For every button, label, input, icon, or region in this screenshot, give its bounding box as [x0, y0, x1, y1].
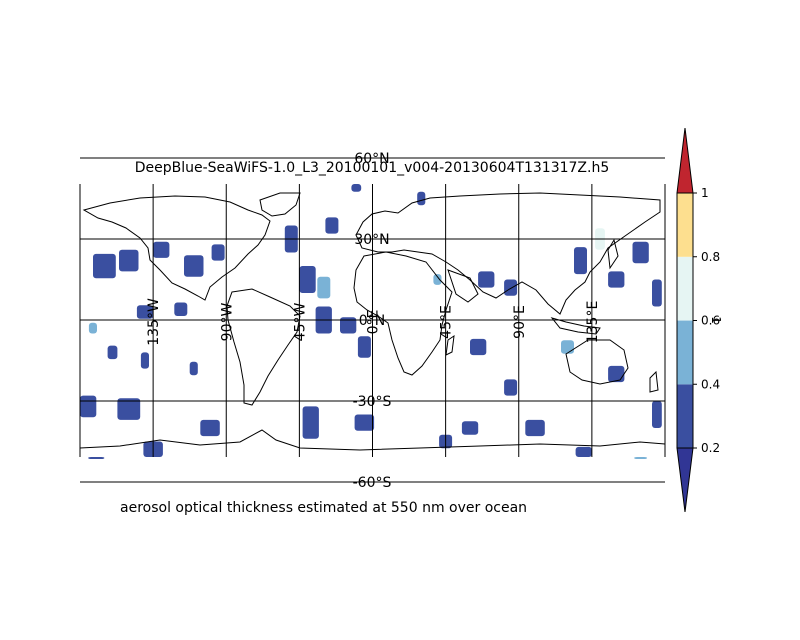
parallel-label: 0°N [359, 313, 385, 329]
aod-patch-26 [351, 184, 362, 192]
coast-antarctica [79, 429, 666, 451]
aod-patch-4 [184, 255, 204, 277]
colorbar-over-extension [676, 127, 694, 194]
aod-patch-44 [575, 446, 592, 457]
aod-patch-16 [88, 457, 105, 459]
coast-arabia [447, 269, 479, 303]
aod-patch-42 [608, 365, 625, 383]
aod-patch-24 [302, 406, 319, 439]
aod-patch-39 [632, 241, 649, 264]
meridian-label: 45°E [439, 305, 455, 339]
graticule [79, 157, 666, 483]
aod-patch-32 [504, 379, 518, 396]
aod-patch-41 [561, 340, 574, 354]
coast-africa [353, 251, 453, 376]
aod-patch-45 [634, 457, 648, 459]
aod-patch-40 [652, 279, 662, 307]
graticule-labels: 135°W 90°W 45°W 0°E 45°E 90°E 135°E 60°N 30°N 0°N… [146, 151, 601, 491]
aod-patch-9 [107, 345, 118, 360]
coast-north-america [82, 195, 271, 301]
colorbar-segment-4 [677, 193, 693, 257]
aod-patch-5 [211, 244, 225, 261]
aod-patch-43 [652, 401, 662, 428]
coast-australia [565, 339, 629, 385]
chart-title: DeepBlue-SeaWiFS-1.0_L3_20100101_v004-20… [135, 160, 610, 176]
meridian-label: 45°W [292, 303, 308, 342]
colorbar-tick-label: 0.4 [701, 377, 720, 391]
coast-new-zealand [649, 370, 659, 393]
coast-south-america [226, 288, 301, 406]
coast-japan [607, 238, 619, 270]
meridian-label: 135°E [585, 301, 601, 344]
aod-patch-30 [433, 274, 442, 285]
colorbar-segment-2 [677, 320, 693, 385]
aod-patch-3 [153, 241, 170, 258]
colorbar-tick-label: 0.8 [701, 250, 720, 264]
meridian-label: 90°W [219, 303, 235, 342]
aod-patch-29 [504, 279, 518, 296]
aod-patch-13 [117, 398, 141, 420]
parallel-label: 30°N [354, 232, 389, 248]
chart-caption: aerosol optical thickness estimated at 5… [120, 500, 527, 516]
coast-madagascar [445, 334, 455, 356]
colorbar-tick-label: 0.2 [701, 441, 720, 455]
aod-patch-6 [136, 305, 154, 319]
parallel-label: -30°S [353, 394, 392, 410]
aod-patch-1 [93, 253, 116, 279]
aod-patch-31 [470, 338, 487, 356]
colorbar-segment-3 [677, 256, 693, 321]
aod-patch-20 [325, 217, 339, 234]
aod-patch-34 [525, 419, 545, 437]
colorbar-under-extension [676, 447, 694, 513]
colorbar: 0.2 0.4 0.6 0.8 1 [676, 127, 720, 513]
aod-patch-10 [140, 352, 149, 369]
parallel-label: -60°S [353, 475, 392, 491]
coast-eurasia [355, 192, 661, 315]
aod-patch-22 [340, 317, 357, 334]
coast-greenland [259, 192, 301, 217]
coastlines [79, 192, 666, 451]
aod-layer [80, 184, 662, 459]
aod-patch-28 [478, 271, 495, 288]
coast-indonesia [550, 317, 601, 335]
aod-patch-12 [80, 395, 97, 418]
aod-patch-23 [357, 336, 371, 358]
parallel-label: 60°N [354, 151, 389, 167]
aod-patch-14 [200, 419, 220, 437]
aod-patch-2 [119, 249, 139, 272]
aod-patch-27 [417, 191, 426, 206]
meridian-label: 90°E [512, 305, 528, 339]
aod-patch-7 [174, 302, 188, 316]
colorbar-segment-1 [677, 384, 693, 449]
aod-patch-8 [88, 322, 97, 334]
aod-patch-36 [574, 247, 587, 275]
aod-patch-38 [608, 271, 625, 288]
meridian-label: 135°W [146, 298, 162, 346]
colorbar-tick-label: 1 [701, 186, 709, 200]
aod-patch-33 [461, 421, 479, 435]
aod-patch-18 [299, 266, 316, 293]
aod-patch-25 [354, 414, 375, 431]
aod-patch-11 [189, 361, 198, 376]
meridian-label: 0°E [366, 310, 382, 335]
colorbar-tick-label: 0.6 [701, 314, 720, 328]
aod-patch-19 [317, 276, 331, 299]
colorbar-label: 1 [709, 316, 723, 324]
